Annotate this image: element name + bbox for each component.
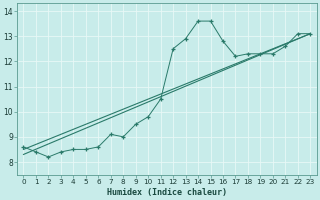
X-axis label: Humidex (Indice chaleur): Humidex (Indice chaleur) <box>107 188 227 197</box>
